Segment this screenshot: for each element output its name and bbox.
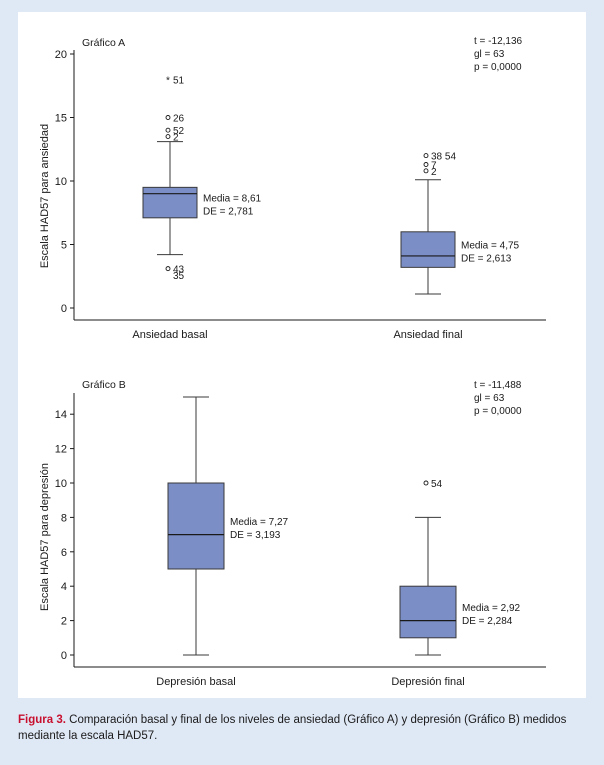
outlier-label: 2 bbox=[431, 167, 437, 178]
stats-line: gl = 63 bbox=[474, 49, 505, 60]
figure-panel: 0 5 10 15 20 Escala HAD57 para ansiedad Gráfic… bbox=[18, 12, 586, 698]
mean-label: Media = 4,75 bbox=[461, 241, 520, 252]
caption-label: Figura 3. bbox=[18, 714, 66, 726]
category-label: Ansiedad final bbox=[393, 329, 462, 341]
y-tick-label: 14 bbox=[55, 409, 67, 421]
y-tick-label: 15 bbox=[55, 113, 67, 125]
outlier-label: 2 bbox=[173, 133, 179, 144]
outlier-label: 43 bbox=[173, 265, 185, 276]
stats-line: p = 0,0000 bbox=[474, 406, 522, 417]
outlier-label: 7 bbox=[431, 160, 437, 171]
category-label: Depresión final bbox=[391, 676, 464, 688]
y-tick-label: 8 bbox=[61, 512, 67, 524]
outlier-label: 52 bbox=[173, 126, 185, 137]
y-tick-label: 5 bbox=[61, 240, 67, 252]
outlier-point bbox=[423, 480, 429, 486]
box-iqr bbox=[167, 482, 225, 570]
category-label: Ansiedad basal bbox=[132, 329, 207, 341]
outlier-label: 26 bbox=[173, 114, 185, 125]
extreme-point: * bbox=[166, 75, 170, 86]
category-label: Depresión basal bbox=[156, 676, 236, 688]
stats-line: gl = 63 bbox=[474, 393, 505, 404]
figure-caption: Figura 3. Comparación basal y final de l… bbox=[18, 712, 590, 744]
outlier-point bbox=[423, 168, 429, 174]
outlier-label: 35 bbox=[173, 271, 185, 282]
sd-label: DE = 2,781 bbox=[203, 207, 254, 218]
stats-line: t = -12,136 bbox=[474, 36, 523, 47]
sd-label: DE = 3,193 bbox=[230, 530, 281, 541]
outlier-label: 54 bbox=[431, 479, 443, 490]
sd-label: DE = 2,284 bbox=[462, 616, 513, 627]
caption-text: Comparación basal y final de los niveles… bbox=[18, 714, 567, 742]
mean-label: Media = 2,92 bbox=[462, 603, 521, 614]
outlier-point bbox=[165, 127, 171, 133]
mean-label: Media = 8,61 bbox=[203, 194, 262, 205]
outlier-label: 38 54 bbox=[431, 152, 456, 163]
outlier-point bbox=[165, 115, 171, 120]
stats-line: p = 0,0000 bbox=[474, 62, 522, 73]
outlier-point bbox=[423, 153, 429, 159]
panel-title: Gráfico A bbox=[82, 37, 125, 49]
y-tick-label: 0 bbox=[61, 303, 67, 315]
outlier-label: 51 bbox=[173, 75, 185, 86]
sd-label: DE = 2,613 bbox=[461, 254, 512, 265]
outlier-point bbox=[165, 266, 171, 272]
y-tick-label: 12 bbox=[55, 444, 67, 456]
box-iqr bbox=[400, 231, 456, 268]
y-axis-label: Escala HAD57 para ansiedad bbox=[39, 124, 51, 268]
outlier-point bbox=[165, 134, 171, 140]
panel-title: Gráfico B bbox=[82, 379, 126, 391]
y-axis-label: Escala HAD57 para depresión bbox=[39, 463, 51, 611]
stats-line: t = -11,488 bbox=[474, 380, 522, 391]
y-tick-label: 2 bbox=[61, 616, 67, 628]
mean-label: Media = 7,27 bbox=[230, 517, 289, 528]
box-iqr bbox=[399, 585, 457, 639]
outlier-point bbox=[423, 162, 429, 167]
y-tick-label: 10 bbox=[55, 478, 67, 490]
y-tick-label: 0 bbox=[61, 650, 67, 662]
y-tick-label: 4 bbox=[61, 581, 67, 593]
y-tick-label: 10 bbox=[55, 176, 67, 188]
y-tick-label: 6 bbox=[61, 547, 67, 559]
box-iqr bbox=[142, 186, 198, 219]
y-tick-label: 20 bbox=[55, 49, 67, 61]
